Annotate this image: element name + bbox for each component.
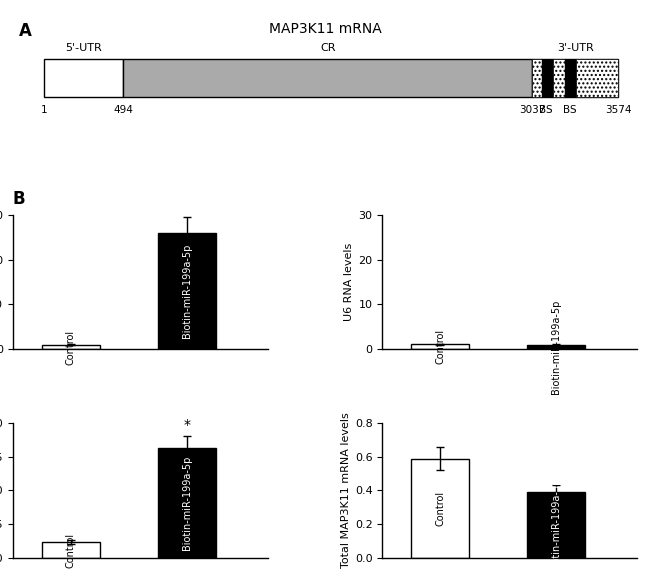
Bar <box>158 232 216 349</box>
Text: 3037: 3037 <box>519 105 545 115</box>
Text: Biotin-miR-199a-5p: Biotin-miR-199a-5p <box>551 300 561 394</box>
FancyBboxPatch shape <box>542 59 553 97</box>
Text: B: B <box>13 190 25 208</box>
FancyBboxPatch shape <box>576 59 618 97</box>
Text: Biotin-miR-199a-5p: Biotin-miR-199a-5p <box>181 244 192 338</box>
FancyBboxPatch shape <box>532 59 542 97</box>
FancyBboxPatch shape <box>565 59 576 97</box>
Text: A: A <box>20 21 32 40</box>
Text: BS: BS <box>563 105 577 115</box>
Text: Control: Control <box>436 329 445 364</box>
Text: 5'-UTR: 5'-UTR <box>66 43 102 53</box>
Text: 494: 494 <box>114 105 133 115</box>
FancyBboxPatch shape <box>124 59 532 97</box>
Text: 1: 1 <box>41 105 47 115</box>
Y-axis label: Total MAP3K11 mRNA levels: Total MAP3K11 mRNA levels <box>341 413 350 568</box>
Text: Biotin-miR-199a-5p: Biotin-miR-199a-5p <box>551 478 561 572</box>
Text: CR: CR <box>320 43 335 53</box>
Text: 3574: 3574 <box>605 105 632 115</box>
Text: 3'-UTR: 3'-UTR <box>557 43 593 53</box>
Bar <box>411 345 469 349</box>
Y-axis label: U6 RNA levels: U6 RNA levels <box>344 243 354 321</box>
FancyBboxPatch shape <box>553 59 565 97</box>
Bar <box>527 492 585 558</box>
Text: BS: BS <box>538 105 552 115</box>
Text: Biotin-miR-199a-5p: Biotin-miR-199a-5p <box>181 456 192 550</box>
Text: *: * <box>183 418 190 432</box>
Bar <box>527 345 585 349</box>
Text: Control: Control <box>436 490 445 526</box>
Text: Control: Control <box>66 329 76 364</box>
Bar <box>42 345 100 349</box>
Bar <box>42 542 100 558</box>
Text: MAP3K11 mRNA: MAP3K11 mRNA <box>268 21 382 35</box>
Bar <box>158 448 216 558</box>
Text: Control: Control <box>66 532 76 568</box>
FancyBboxPatch shape <box>44 59 124 97</box>
Bar <box>411 458 469 558</box>
